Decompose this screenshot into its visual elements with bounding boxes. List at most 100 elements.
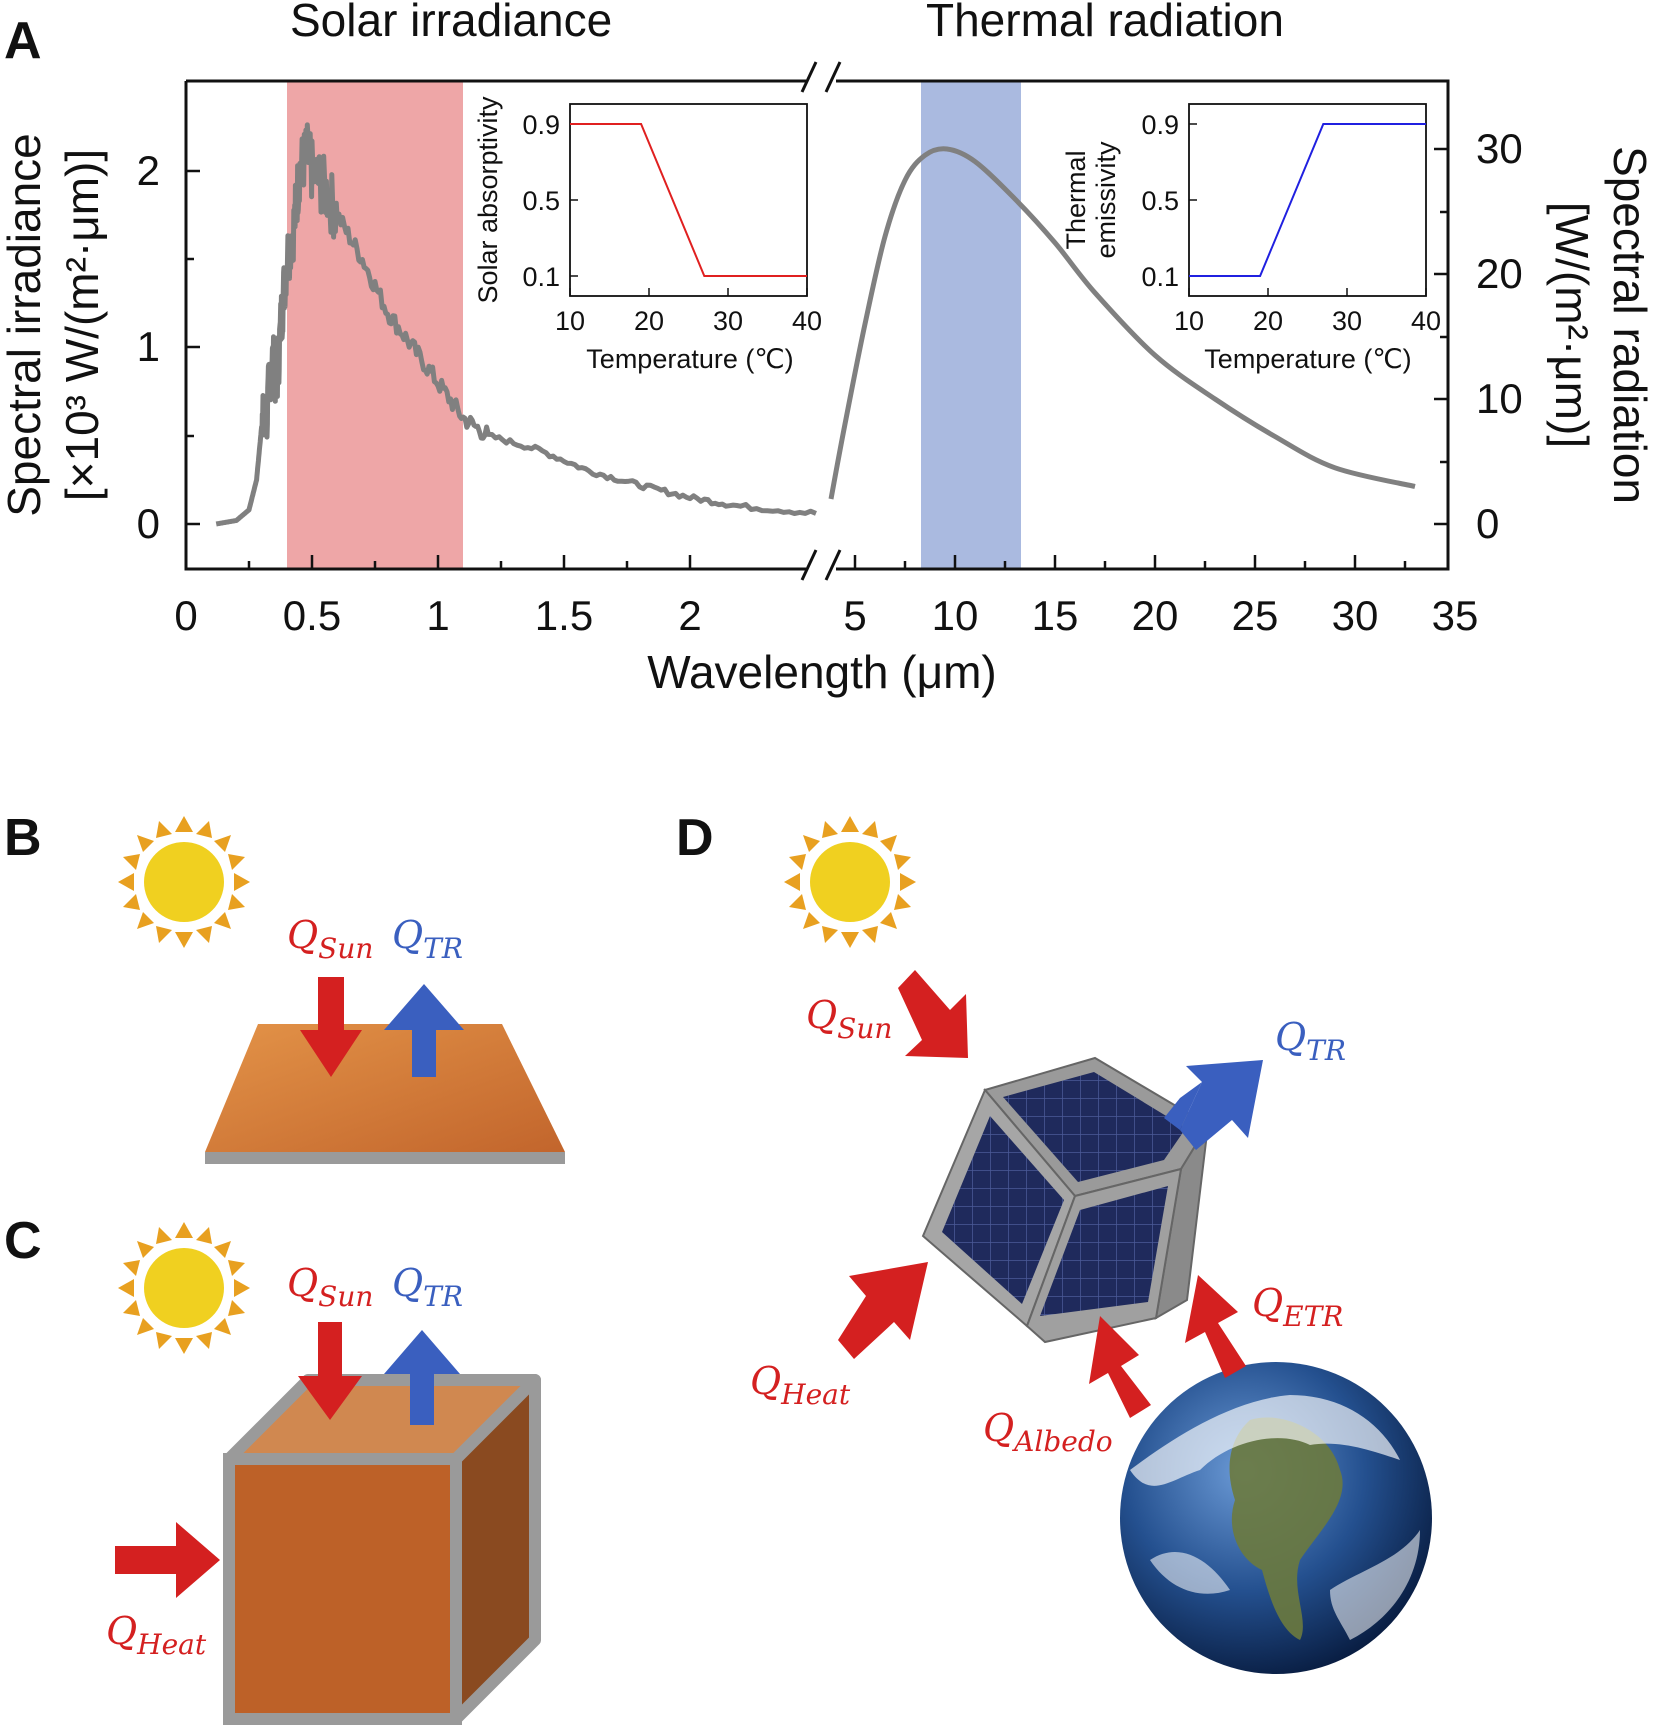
label-q-sub: TR xyxy=(423,932,463,965)
y-tick-label: 30 xyxy=(1476,125,1523,172)
label-q-main: Q xyxy=(1275,1015,1306,1059)
arrow-tr-out-icon xyxy=(1164,1060,1263,1150)
label-q-sub: Sun xyxy=(318,1280,373,1313)
y-tick-labels-right: 0 10 20 30 xyxy=(1476,125,1523,547)
label-q-sun: QSun xyxy=(287,913,373,965)
inset-x-title: Temperature (℃) xyxy=(586,344,793,374)
copper-cube xyxy=(223,1374,541,1725)
arrow-tr-up-icon xyxy=(384,1330,460,1425)
label-q-albedo: QAlbedo xyxy=(983,1406,1113,1458)
panel-label-a: A xyxy=(4,12,42,70)
label-q-main: Q xyxy=(983,1406,1014,1450)
label-q-sub: Heat xyxy=(136,1628,207,1661)
inset-y-title-line1: Thermal xyxy=(1061,150,1091,249)
copper-plate xyxy=(205,1024,565,1164)
label-q-sub: Albedo xyxy=(1011,1425,1112,1458)
cubesat xyxy=(921,1056,1210,1344)
label-q-sub: TR xyxy=(423,1280,463,1313)
axis-break xyxy=(800,61,842,581)
y-axis-title-right: Spectral radiation [W/(m²·μm)] xyxy=(1546,146,1656,504)
label-q-sub: ETR xyxy=(1282,1300,1343,1333)
y-axis-title-left-line1: Spectral irradiance xyxy=(0,133,50,517)
arrow-tr-up-icon xyxy=(384,984,464,1077)
inset-y-tick: 0.5 xyxy=(1141,186,1179,216)
label-q-heat: QHeat xyxy=(106,1609,207,1661)
inset-x-tick: 10 xyxy=(555,306,585,336)
x-tick-label: 15 xyxy=(1032,592,1079,639)
inset-solar-absorptivity: 0.9 0.5 0.1 10 20 30 40 Temperature (℃) … xyxy=(473,96,822,374)
label-q-main: Q xyxy=(392,913,423,957)
inset-x-tick: 40 xyxy=(792,306,822,336)
inset-x-tick: 20 xyxy=(634,306,664,336)
panel-label-c: C xyxy=(4,1212,42,1270)
inset-series-emissivity xyxy=(1189,123,1426,277)
sun-icon xyxy=(118,1222,250,1354)
arrow-etr-in-icon xyxy=(1185,1275,1246,1378)
label-q-sub: Sun xyxy=(318,932,373,965)
label-q-etr: QETR xyxy=(1252,1281,1343,1333)
axis-ticks xyxy=(184,147,1450,569)
label-q-main: Q xyxy=(1252,1281,1283,1325)
x-tick-label: 30 xyxy=(1332,592,1379,639)
label-q-heat: QHeat xyxy=(750,1359,851,1411)
arrow-heat-right-icon xyxy=(115,1522,220,1598)
label-q-sun: QSun xyxy=(287,1261,373,1313)
earth-icon xyxy=(1120,1362,1432,1674)
inset-x-tick: 30 xyxy=(713,306,743,336)
y-axis-title-right-line2: [W/(m²·μm)] xyxy=(1546,202,1598,448)
label-q-main: Q xyxy=(287,913,318,957)
arrow-sun-in-icon xyxy=(898,970,968,1058)
thermal-band xyxy=(921,81,1021,569)
x-tick-label: 1.5 xyxy=(535,592,593,639)
inset-x-title: Temperature (℃) xyxy=(1204,344,1411,374)
label-q-main: Q xyxy=(392,1261,423,1305)
x-tick-label: 2 xyxy=(678,592,701,639)
arrow-heat-in-icon xyxy=(838,1262,928,1359)
y-tick-label: 20 xyxy=(1476,250,1523,297)
arrow-sun-down-icon xyxy=(300,977,362,1077)
inset-y-title-line2: emissivity xyxy=(1091,141,1121,259)
x-tick-label: 5 xyxy=(843,592,866,639)
inset-x-tick: 10 xyxy=(1174,306,1204,336)
panel-label-d: D xyxy=(676,809,714,867)
y-tick-labels-left: 0 1 2 xyxy=(137,147,160,547)
x-tick-label: 1 xyxy=(426,592,449,639)
x-tick-label: 0.5 xyxy=(283,592,341,639)
y-tick-label: 10 xyxy=(1476,375,1523,422)
y-axis-title-right-line1: Spectral radiation xyxy=(1604,146,1656,504)
arrow-albedo-in-icon xyxy=(1089,1316,1151,1418)
label-q-tr: QTR xyxy=(392,913,463,965)
label-q-sun: QSun xyxy=(806,993,892,1045)
y-tick-label: 0 xyxy=(137,500,160,547)
x-tick-label: 10 xyxy=(932,592,979,639)
series-thermal-radiation xyxy=(828,146,1416,500)
x-tick-labels: 0 0.5 1 1.5 2 5 10 15 20 25 30 35 xyxy=(174,592,1478,639)
series-solar-irradiance xyxy=(215,122,817,527)
x-axis-title: Wavelength (μm) xyxy=(647,646,996,698)
inset-x-tick: 30 xyxy=(1332,306,1362,336)
arrow-sun-down-icon xyxy=(298,1322,362,1420)
y-tick-label: 0 xyxy=(1476,500,1499,547)
x-tick-label: 25 xyxy=(1232,592,1279,639)
inset-y-tick: 0.9 xyxy=(1141,110,1179,140)
label-q-sub: TR xyxy=(1306,1034,1346,1067)
label-q-main: Q xyxy=(106,1609,137,1653)
section-title-thermal: Thermal radiation xyxy=(926,0,1284,46)
inset-thermal-emissivity: 0.9 0.5 0.1 10 20 30 40 Temperature (℃) … xyxy=(1061,103,1441,374)
label-q-sub: Heat xyxy=(780,1378,851,1411)
inset-x-tick: 20 xyxy=(1253,306,1283,336)
label-q-sub: Sun xyxy=(837,1012,892,1045)
sun-icon xyxy=(784,816,916,948)
inset-frame xyxy=(1188,103,1427,297)
x-tick-label: 35 xyxy=(1432,592,1479,639)
y-axis-title-left-line2: [×10³ W/(m²·μm)] xyxy=(56,149,108,501)
inset-y-title: Solar absorptivity xyxy=(473,96,503,304)
section-title-solar: Solar irradiance xyxy=(290,0,612,46)
panel-label-b: B xyxy=(4,809,42,867)
label-q-main: Q xyxy=(750,1359,781,1403)
inset-y-tick: 0.1 xyxy=(1141,262,1179,292)
inset-x-tick: 40 xyxy=(1411,306,1441,336)
y-axis-title-left: Spectral irradiance [×10³ W/(m²·μm)] xyxy=(0,133,108,517)
inset-series-absorptivity xyxy=(570,123,807,277)
